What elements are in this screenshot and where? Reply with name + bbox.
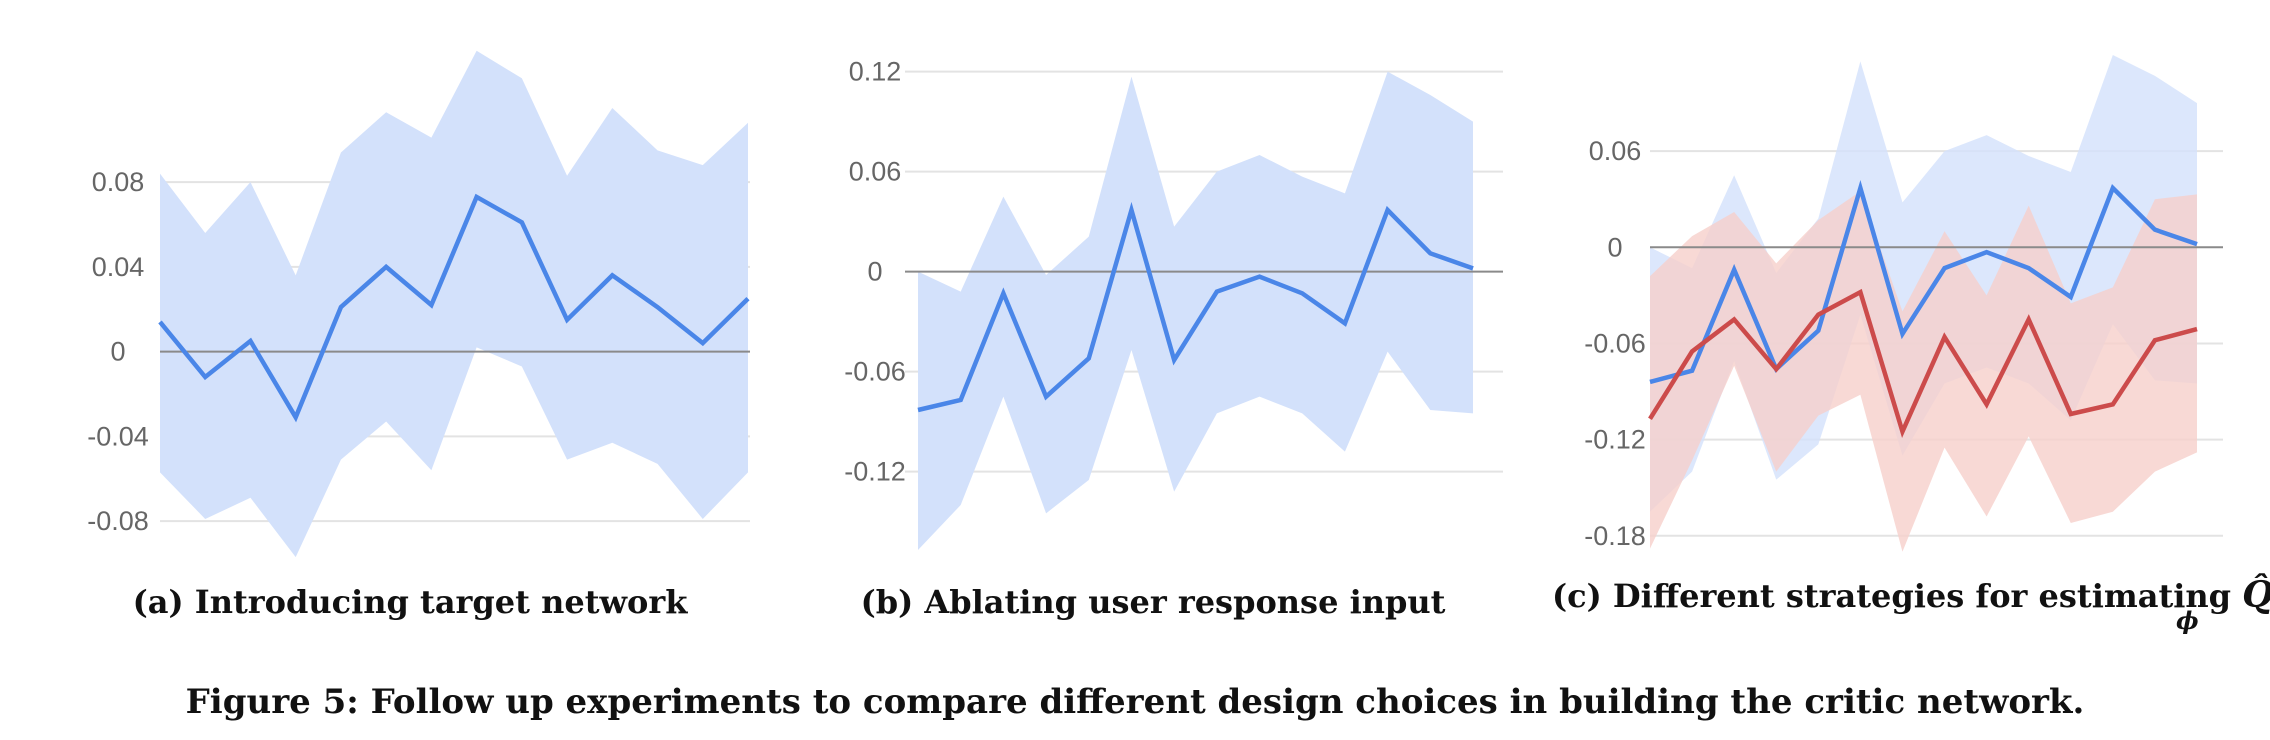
caption-b: (b) Ablating user response input (861, 583, 1446, 621)
y-tick-label-0: 0.12 (849, 57, 902, 87)
panel-b: 0.12 0.06 0 -0.06 -0.12 (844, 57, 1503, 551)
caption-c-symbol: Q̂ (2242, 573, 2270, 616)
y-tick-label-4: -0.12 (844, 457, 906, 487)
panel-a: 0.08 0.04 0 -0.04 -0.08 (87, 50, 750, 558)
blue-line-0 (1649, 179, 2198, 385)
y-tick-label-3: -0.04 (87, 421, 149, 451)
blue-line-0 (158, 193, 750, 423)
y-tick-label-3: -0.06 (844, 357, 906, 387)
y-tick-label-2: 0 (110, 337, 125, 367)
y-tick-label-0: 0.06 (1589, 136, 1642, 166)
y-tick-label-1: 0.04 (92, 252, 145, 282)
blue-band-0 (160, 50, 748, 558)
y-tick-label-3: -0.12 (1584, 425, 1646, 455)
y-tick-label-1: 0 (1607, 232, 1622, 262)
blue-band-0 (918, 71, 1473, 551)
y-tick-label-4: -0.08 (87, 506, 149, 536)
caption-c-text: (c) Different strategies for estimating (1552, 577, 2242, 615)
y-tick-label-4: -0.18 (1584, 521, 1646, 551)
y-tick-label-2: -0.06 (1584, 328, 1646, 358)
blue-line-0 (917, 201, 1474, 413)
y-tick-label-2: 0 (867, 257, 882, 287)
red-line-1 (1648, 288, 2198, 439)
caption-c-subscript: ϕ (2176, 606, 2199, 635)
red-band-1 (1650, 191, 2197, 552)
panel-c: 0.06 0 -0.06 -0.12 -0.18 (1584, 55, 2223, 552)
y-tick-label-1: 0.06 (849, 157, 902, 187)
y-tick-label-0: 0.08 (92, 167, 145, 197)
caption-a: (a) Introducing target network (133, 583, 689, 621)
figure-caption: Figure 5: Follow up experiments to compa… (186, 682, 2085, 722)
caption-c: (c) Different strategies for estimating … (1552, 568, 2270, 635)
